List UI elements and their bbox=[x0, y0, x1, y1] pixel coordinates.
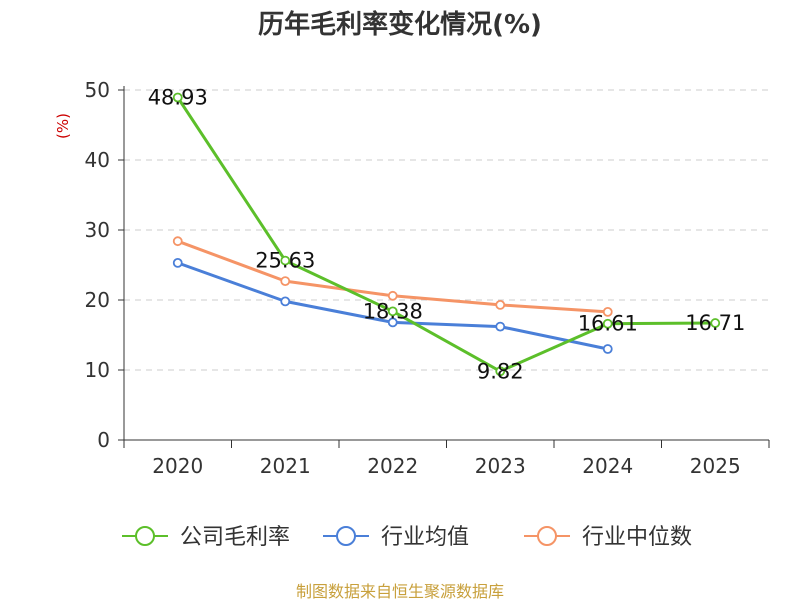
data-point bbox=[602, 306, 613, 317]
data-point bbox=[280, 255, 291, 266]
y-tick-label: 10 bbox=[85, 358, 110, 382]
chart-title: 历年毛利率变化情况(%) bbox=[258, 10, 542, 40]
legend-label: 行业中位数 bbox=[582, 525, 692, 550]
data-label: 48.93 bbox=[148, 85, 208, 109]
x-tick-label-2022: 2022 bbox=[367, 454, 418, 478]
legend-marker bbox=[135, 526, 155, 546]
legend-label: 行业均值 bbox=[381, 525, 469, 550]
data-point bbox=[280, 296, 291, 307]
legend-marker bbox=[336, 526, 356, 546]
data-label: 16.61 bbox=[578, 312, 638, 336]
data-point bbox=[172, 92, 183, 103]
data-point bbox=[495, 321, 506, 332]
data-label: 9.82 bbox=[477, 359, 524, 383]
data-point bbox=[387, 306, 398, 317]
data-point bbox=[495, 366, 506, 377]
axes: 0 10 20 30 40 50 2020 2021 2022 2023 2024 2025 bbox=[85, 78, 770, 478]
x-tick-label-2025: 2025 bbox=[690, 454, 741, 478]
data-point bbox=[172, 236, 183, 247]
grid-lines bbox=[124, 89, 769, 371]
x-tick-label-2023: 2023 bbox=[475, 454, 526, 478]
data-point bbox=[387, 317, 398, 328]
data-point bbox=[602, 318, 613, 329]
data-labels: 48.93 25.63 18.38 9.82 16.61 16.71 bbox=[148, 85, 746, 383]
data-label: 25.63 bbox=[255, 249, 315, 273]
data-point bbox=[710, 318, 721, 328]
y-tick-label: 50 bbox=[85, 78, 110, 102]
data-label: 18.38 bbox=[363, 299, 423, 323]
legend-marker bbox=[537, 526, 557, 546]
data-point bbox=[280, 276, 291, 287]
data-label: 16.71 bbox=[685, 311, 745, 335]
series-lines bbox=[172, 92, 721, 377]
x-tick-label-2024: 2024 bbox=[582, 454, 633, 478]
x-tick-label-2021: 2021 bbox=[260, 454, 311, 478]
y-tick-label: 20 bbox=[85, 288, 110, 312]
data-point bbox=[172, 257, 183, 268]
y-tick-label: 40 bbox=[85, 148, 110, 172]
x-tick-label-2020: 2020 bbox=[152, 454, 203, 478]
data-point bbox=[495, 299, 506, 310]
series-line-0 bbox=[176, 96, 716, 373]
data-source-note: 制图数据来自恒生聚源数据库 bbox=[295, 582, 504, 601]
legend-label: 公司毛利率 bbox=[180, 525, 290, 550]
y-tick-label: 30 bbox=[85, 218, 110, 242]
legend: 公司毛利率 行业均值 行业中位数 bbox=[122, 525, 692, 550]
y-tick-label: 0 bbox=[97, 428, 110, 452]
data-point bbox=[387, 290, 398, 301]
y-axis-unit-label: (%) bbox=[54, 113, 72, 139]
data-point bbox=[602, 344, 613, 354]
